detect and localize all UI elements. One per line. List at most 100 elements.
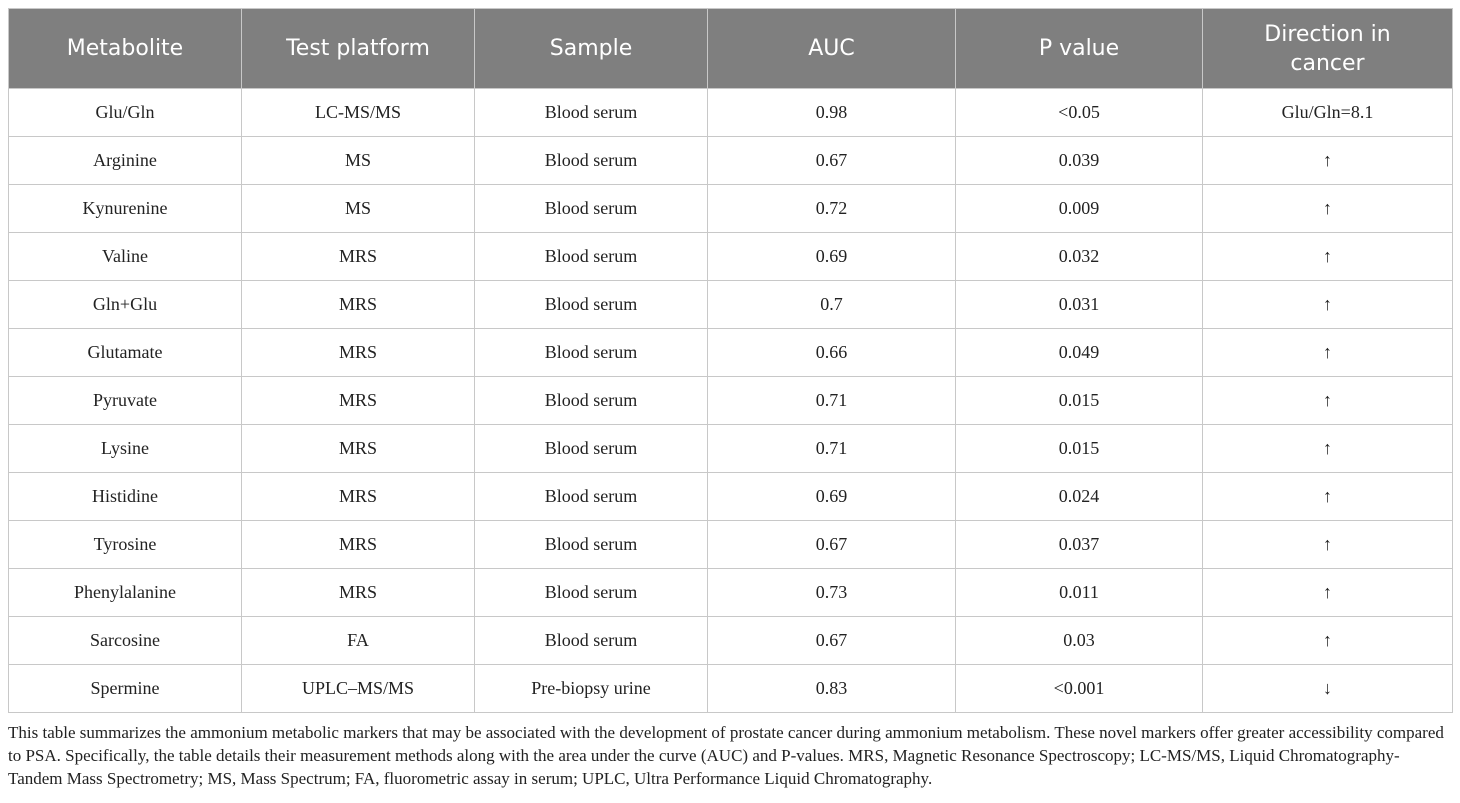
table-cell: MRS bbox=[241, 328, 475, 377]
table-cell: Blood serum bbox=[474, 328, 708, 377]
table-cell: 0.69 bbox=[707, 472, 956, 521]
table-cell: UPLC–MS/MS bbox=[241, 664, 475, 713]
table-cell: 0.69 bbox=[707, 232, 956, 281]
table-row: Histidine MRS Blood serum 0.69 0.024 ↑ bbox=[8, 472, 1453, 521]
header-cell: Direction in cancer bbox=[1202, 8, 1453, 89]
header-cell: P value bbox=[955, 8, 1203, 89]
header-cell: Sample bbox=[474, 8, 708, 89]
table-cell: ↑ bbox=[1202, 616, 1453, 665]
table-cell: MRS bbox=[241, 520, 475, 569]
table-cell: 0.031 bbox=[955, 280, 1203, 329]
table-cell: Lysine bbox=[8, 424, 242, 473]
table-cell: 0.73 bbox=[707, 568, 956, 617]
table-cell: LC-MS/MS bbox=[241, 88, 475, 137]
table-cell: Blood serum bbox=[474, 424, 708, 473]
table-cell: Sarcosine bbox=[8, 616, 242, 665]
table-cell: Pre-biopsy urine bbox=[474, 664, 708, 713]
table-cell: Blood serum bbox=[474, 616, 708, 665]
table-row: Phenylalanine MRS Blood serum 0.73 0.011 ↑ bbox=[8, 568, 1453, 617]
table-cell: ↑ bbox=[1202, 520, 1453, 569]
table-cell: <0.001 bbox=[955, 664, 1203, 713]
table-cell: Gln+Glu bbox=[8, 280, 242, 329]
table-cell: ↑ bbox=[1202, 280, 1453, 329]
table-cell: ↑ bbox=[1202, 472, 1453, 521]
table-cell: MS bbox=[241, 136, 475, 185]
table-cell: MRS bbox=[241, 472, 475, 521]
table-cell: 0.009 bbox=[955, 184, 1203, 233]
table-cell: MRS bbox=[241, 424, 475, 473]
table-row: Glutamate MRS Blood serum 0.66 0.049 ↑ bbox=[8, 328, 1453, 377]
table-cell: <0.05 bbox=[955, 88, 1203, 137]
table-cell: Blood serum bbox=[474, 88, 708, 137]
header-cell: Test platform bbox=[241, 8, 475, 89]
table-cell: 0.67 bbox=[707, 616, 956, 665]
table-cell: 0.71 bbox=[707, 376, 956, 425]
table-cell: 0.71 bbox=[707, 424, 956, 473]
table-cell: Arginine bbox=[8, 136, 242, 185]
table-cell: MRS bbox=[241, 568, 475, 617]
table-cell: 0.03 bbox=[955, 616, 1203, 665]
table-cell: 0.98 bbox=[707, 88, 956, 137]
table-cell: Glu/Gln=8.1 bbox=[1202, 88, 1453, 137]
table-cell: 0.83 bbox=[707, 664, 956, 713]
table-cell: 0.037 bbox=[955, 520, 1203, 569]
table-cell: Blood serum bbox=[474, 568, 708, 617]
table-cell: 0.024 bbox=[955, 472, 1203, 521]
header-cell: AUC bbox=[707, 8, 956, 89]
table-cell: MRS bbox=[241, 280, 475, 329]
table-cell: 0.039 bbox=[955, 136, 1203, 185]
table-cell: MRS bbox=[241, 232, 475, 281]
table-cell: FA bbox=[241, 616, 475, 665]
table-cell: Tyrosine bbox=[8, 520, 242, 569]
table-body: Glu/Gln LC-MS/MS Blood serum 0.98 <0.05 Glu/G… bbox=[8, 88, 1453, 713]
table-cell: Valine bbox=[8, 232, 242, 281]
table-cell: ↑ bbox=[1202, 232, 1453, 281]
table-cell: Pyruvate bbox=[8, 376, 242, 425]
table-cell: 0.049 bbox=[955, 328, 1203, 377]
table-cell: ↑ bbox=[1202, 184, 1453, 233]
table-header: Metabolite Test platform Sample AUC P value D… bbox=[8, 8, 1453, 89]
header-row: Metabolite Test platform Sample AUC P value D… bbox=[8, 8, 1453, 89]
table-row: Arginine MS Blood serum 0.67 0.039 ↑ bbox=[8, 136, 1453, 185]
table-cell: Glu/Gln bbox=[8, 88, 242, 137]
table-cell: Glutamate bbox=[8, 328, 242, 377]
table-cell: Blood serum bbox=[474, 520, 708, 569]
table-cell: 0.032 bbox=[955, 232, 1203, 281]
table-row: Glu/Gln LC-MS/MS Blood serum 0.98 <0.05 Glu/G… bbox=[8, 88, 1453, 137]
table-cell: ↑ bbox=[1202, 328, 1453, 377]
table-cell: ↑ bbox=[1202, 376, 1453, 425]
table-cell: Blood serum bbox=[474, 232, 708, 281]
table-cell: Blood serum bbox=[474, 376, 708, 425]
table-cell: Histidine bbox=[8, 472, 242, 521]
table-cell: 0.015 bbox=[955, 424, 1203, 473]
table-cell: 0.66 bbox=[707, 328, 956, 377]
table-cell: Blood serum bbox=[474, 280, 708, 329]
table-row: Lysine MRS Blood serum 0.71 0.015 ↑ bbox=[8, 424, 1453, 473]
table-row: Kynurenine MS Blood serum 0.72 0.009 ↑ bbox=[8, 184, 1453, 233]
header-cell: Metabolite bbox=[8, 8, 242, 89]
table-cell: ↑ bbox=[1202, 136, 1453, 185]
table-cell: 0.015 bbox=[955, 376, 1203, 425]
table-cell: ↑ bbox=[1202, 568, 1453, 617]
table-row: Gln+Glu MRS Blood serum 0.7 0.031 ↑ bbox=[8, 280, 1453, 329]
table-cell: Spermine bbox=[8, 664, 242, 713]
table-cell: 0.67 bbox=[707, 520, 956, 569]
table-cell: MS bbox=[241, 184, 475, 233]
table-cell: 0.7 bbox=[707, 280, 956, 329]
table-cell: Phenylalanine bbox=[8, 568, 242, 617]
caption: This table summarizes the ammonium metab… bbox=[8, 723, 1444, 788]
table-cell: 0.67 bbox=[707, 136, 956, 185]
table-cell: Blood serum bbox=[474, 472, 708, 521]
table-row: Spermine UPLC–MS/MS Pre-biopsy urine 0.83 <0… bbox=[8, 664, 1453, 713]
table-cell: Blood serum bbox=[474, 184, 708, 233]
table-cell: 0.72 bbox=[707, 184, 956, 233]
table-cell: ↓ bbox=[1202, 664, 1453, 713]
table-cell: MRS bbox=[241, 376, 475, 425]
table-cell: 0.011 bbox=[955, 568, 1203, 617]
table-row: Sarcosine FA Blood serum 0.67 0.03 ↑ bbox=[8, 616, 1453, 665]
table-row: Tyrosine MRS Blood serum 0.67 0.037 ↑ bbox=[8, 520, 1453, 569]
table-cell: Kynurenine bbox=[8, 184, 242, 233]
table-cell: ↑ bbox=[1202, 424, 1453, 473]
table-cell: Blood serum bbox=[474, 136, 708, 185]
